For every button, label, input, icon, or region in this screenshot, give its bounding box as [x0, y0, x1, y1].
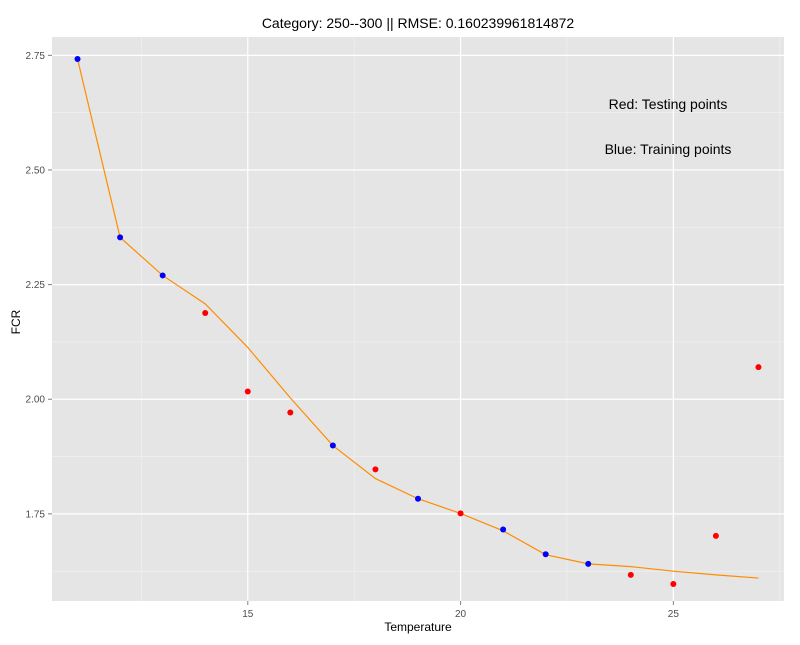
points-layer — [74, 56, 762, 588]
annotation-testing-points: Red: Testing points — [609, 96, 728, 112]
annotation-training-points: Blue: Training points — [605, 141, 732, 157]
testing-point — [202, 310, 209, 317]
training-point — [542, 551, 549, 558]
minor-gridlines — [52, 37, 784, 601]
chart-title: Category: 250--300 || RMSE: 0.1602399618… — [262, 15, 575, 31]
major-gridlines — [52, 37, 784, 601]
y-axis-label: FCR — [9, 309, 23, 334]
training-point — [585, 560, 592, 567]
training-point — [329, 442, 336, 449]
training-point — [500, 526, 507, 533]
x-tick-label: 20 — [455, 609, 467, 620]
testing-point — [627, 571, 634, 578]
x-axis-label: Temperature — [384, 620, 452, 634]
y-tick-label: 2.50 — [26, 165, 46, 176]
testing-point — [244, 388, 251, 395]
y-tick-label: 2.25 — [26, 280, 46, 291]
annotations: Red: Testing points Blue: Training point… — [605, 96, 732, 157]
x-axis-ticks: 15 20 25 — [242, 601, 679, 620]
testing-point — [372, 466, 379, 473]
y-axis-ticks: 1.75 2.00 2.25 2.50 2.75 — [26, 51, 52, 520]
x-tick-label: 15 — [242, 609, 254, 620]
plot-panel — [52, 37, 784, 601]
testing-point — [287, 409, 294, 416]
y-tick-label: 2.75 — [26, 51, 46, 62]
testing-point — [670, 581, 677, 588]
testing-point — [712, 532, 719, 539]
testing-point — [755, 364, 762, 371]
y-tick-label: 1.75 — [26, 509, 46, 520]
training-point — [415, 495, 421, 502]
training-point — [159, 272, 166, 279]
training-point — [74, 56, 81, 63]
y-tick-label: 2.00 — [26, 395, 46, 406]
testing-point — [457, 510, 464, 517]
training-point — [117, 234, 124, 241]
x-tick-label: 25 — [668, 609, 680, 620]
